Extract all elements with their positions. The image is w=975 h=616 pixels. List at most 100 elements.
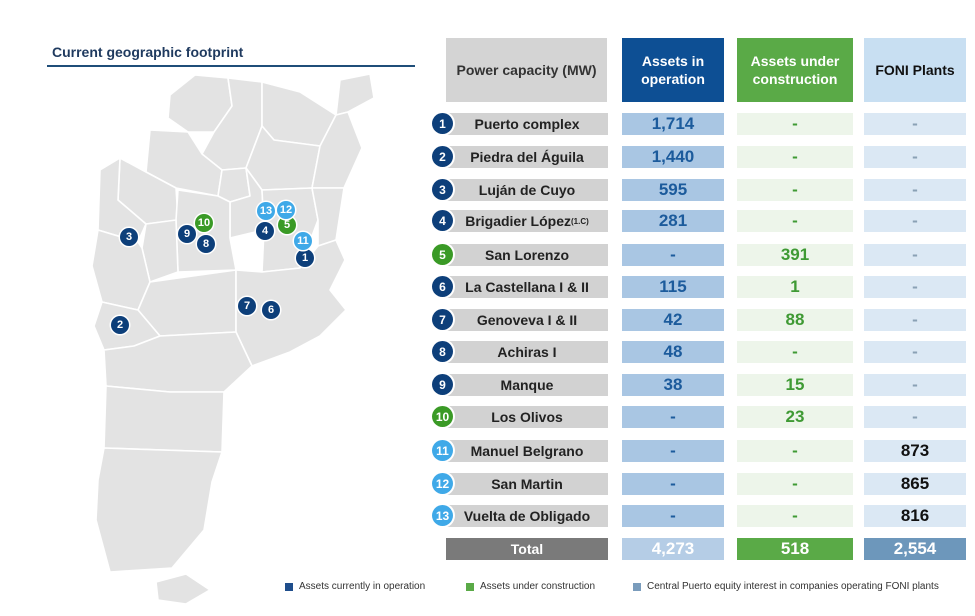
construction-value: 391	[737, 244, 853, 266]
legend-construction-label: Assets under construction	[480, 581, 596, 592]
foni-value: -	[864, 309, 966, 331]
construction-value: -	[737, 505, 853, 527]
plant-name: Los Olivos	[446, 406, 608, 428]
construction-value: 23	[737, 406, 853, 428]
map-region-tierra-del-fuego	[155, 573, 211, 605]
map-region-misiones	[335, 73, 375, 116]
operation-value: -	[622, 505, 724, 527]
plant-name: Brigadier López (1.C)	[446, 210, 608, 232]
foni-value: -	[864, 244, 966, 266]
construction-value: -	[737, 146, 853, 168]
header-foni-plants: FONI Plants	[864, 38, 966, 102]
plant-number-badge: 13	[432, 505, 453, 526]
operation-value: 1,714	[622, 113, 724, 135]
foni-value: 873	[864, 440, 966, 462]
construction-value: -	[737, 210, 853, 232]
map-marker-7: 7	[238, 297, 256, 315]
construction-value: 88	[737, 309, 853, 331]
plant-name: Manuel Belgrano	[446, 440, 608, 462]
plant-name: San Martin	[446, 473, 608, 495]
map-marker-11: 11	[294, 232, 312, 250]
operation-value: 1,440	[622, 146, 724, 168]
map-marker-10: 10	[195, 214, 213, 232]
legend-operation: Assets currently in operation	[285, 581, 425, 592]
total-operation: 4,273	[622, 538, 724, 560]
plant-number-badge: 9	[432, 374, 453, 395]
map-region-san-luis	[141, 219, 179, 283]
foni-value: 816	[864, 505, 966, 527]
map-marker-2: 2	[111, 316, 129, 334]
plant-number-badge: 6	[432, 276, 453, 297]
foni-value: -	[864, 406, 966, 428]
title-divider	[47, 65, 415, 67]
foni-value: -	[864, 146, 966, 168]
plant-name: La Castellana I & II	[446, 276, 608, 298]
plant-number-badge: 2	[432, 146, 453, 167]
foni-value: 865	[864, 473, 966, 495]
plant-number-badge: 11	[432, 440, 453, 461]
map-marker-1: 1	[296, 249, 314, 267]
map-marker-9: 9	[178, 225, 196, 243]
header-assets-in-operation: Assets in operation	[622, 38, 724, 102]
construction-value: -	[737, 179, 853, 201]
legend-foni-label: Central Puerto equity interest in compan…	[647, 581, 939, 592]
plant-number-badge: 1	[432, 113, 453, 134]
plant-number-badge: 5	[432, 244, 453, 265]
construction-value: -	[737, 473, 853, 495]
operation-value: 281	[622, 210, 724, 232]
map-marker-3: 3	[120, 228, 138, 246]
plant-number-badge: 10	[432, 406, 453, 427]
legend-swatch-construction	[466, 582, 474, 591]
legend-swatch-operation	[285, 582, 293, 591]
construction-value: -	[737, 113, 853, 135]
plant-number-badge: 12	[432, 473, 453, 494]
header-power-capacity: Power capacity (MW)	[446, 38, 607, 102]
map-region-entre-rios	[311, 187, 345, 247]
foni-value: -	[864, 374, 966, 396]
map-marker-4: 4	[256, 222, 274, 240]
plant-number-badge: 8	[432, 341, 453, 362]
legend-swatch-foni	[633, 582, 641, 591]
foni-value: -	[864, 276, 966, 298]
operation-value: 42	[622, 309, 724, 331]
plant-name: Manque	[446, 374, 608, 396]
operation-value: -	[622, 440, 724, 462]
construction-value: 1	[737, 276, 853, 298]
operation-value: 48	[622, 341, 724, 363]
argentina-map	[91, 73, 375, 605]
plant-name: Piedra del Águila	[446, 146, 608, 168]
operation-value: 115	[622, 276, 724, 298]
legend-foni: Central Puerto equity interest in compan…	[633, 581, 939, 592]
foni-value: -	[864, 179, 966, 201]
plant-name: Genoveva I & II	[446, 309, 608, 331]
plant-number-badge: 7	[432, 309, 453, 330]
operation-value: 38	[622, 374, 724, 396]
construction-value: -	[737, 440, 853, 462]
foni-value: -	[864, 341, 966, 363]
map-title: Current geographic footprint	[52, 44, 244, 60]
map-region-santa-cruz	[95, 447, 223, 573]
operation-value: -	[622, 473, 724, 495]
operation-value: 595	[622, 179, 724, 201]
plant-name: Puerto complex	[446, 113, 608, 135]
legend-construction: Assets under construction	[466, 581, 595, 592]
plant-name: Luján de Cuyo	[446, 179, 608, 201]
map-marker-13: 13	[257, 202, 275, 220]
plant-name: Achiras I	[446, 341, 608, 363]
map-region-chubut	[103, 385, 225, 453]
operation-value: -	[622, 244, 724, 266]
map-marker-12: 12	[277, 201, 295, 219]
construction-value: -	[737, 341, 853, 363]
legend-operation-label: Assets currently in operation	[299, 581, 426, 592]
plant-number-badge: 3	[432, 179, 453, 200]
plant-name: San Lorenzo	[446, 244, 608, 266]
operation-value: -	[622, 406, 724, 428]
header-assets-under-construction: Assets under construction	[737, 38, 853, 102]
construction-value: 15	[737, 374, 853, 396]
total-foni: 2,554	[864, 538, 966, 560]
plant-name: Vuelta de Obligado	[446, 505, 608, 527]
map-marker-8: 8	[197, 235, 215, 253]
map-marker-6: 6	[262, 301, 280, 319]
total-label: Total	[446, 538, 608, 560]
map-marker-5: 5	[278, 216, 296, 234]
